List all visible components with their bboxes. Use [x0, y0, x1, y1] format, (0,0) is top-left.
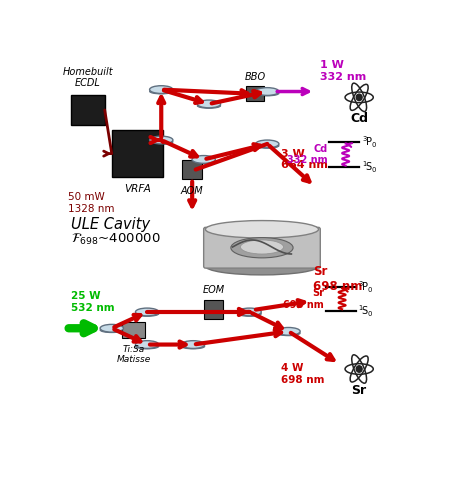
Ellipse shape	[135, 311, 158, 317]
Text: $^3\!$P$_0$: $^3\!$P$_0$	[361, 134, 376, 150]
Ellipse shape	[149, 136, 172, 144]
Text: $^3\!$P$_0$: $^3\!$P$_0$	[358, 279, 373, 294]
Text: AOM: AOM	[181, 186, 203, 196]
Ellipse shape	[197, 100, 220, 108]
Text: Cd: Cd	[349, 112, 367, 125]
Ellipse shape	[100, 328, 123, 333]
Text: Sr: Sr	[351, 384, 366, 397]
Ellipse shape	[255, 88, 278, 95]
Ellipse shape	[149, 139, 172, 144]
Ellipse shape	[181, 341, 204, 348]
Ellipse shape	[255, 143, 278, 148]
FancyBboxPatch shape	[203, 300, 222, 319]
Text: $^1\!$S$_0$: $^1\!$S$_0$	[361, 159, 376, 175]
FancyBboxPatch shape	[71, 95, 105, 124]
Ellipse shape	[205, 258, 318, 275]
Ellipse shape	[149, 89, 172, 94]
Text: BBO: BBO	[244, 72, 265, 82]
Text: 25 W
532 nm: 25 W 532 nm	[71, 291, 115, 312]
Text: Cd
332 nm: Cd 332 nm	[286, 144, 327, 165]
Text: Sr
698 nm: Sr 698 nm	[313, 265, 362, 293]
Ellipse shape	[255, 140, 278, 148]
Ellipse shape	[197, 103, 220, 108]
Circle shape	[355, 94, 361, 101]
Text: $^1\!$S$_0$: $^1\!$S$_0$	[358, 303, 373, 319]
Ellipse shape	[230, 237, 293, 258]
Ellipse shape	[276, 328, 299, 335]
Ellipse shape	[192, 156, 215, 163]
FancyBboxPatch shape	[122, 323, 145, 338]
FancyBboxPatch shape	[203, 227, 319, 268]
Text: Ti:Sa
Matisse: Ti:Sa Matisse	[116, 345, 151, 364]
Ellipse shape	[240, 240, 283, 254]
Text: 3 W
664 nm: 3 W 664 nm	[281, 149, 328, 170]
Text: 50 mW
1328 nm: 50 mW 1328 nm	[67, 193, 114, 214]
Text: ULE Cavity: ULE Cavity	[71, 217, 150, 232]
Ellipse shape	[149, 86, 172, 93]
Text: Sr
698 nm: Sr 698 nm	[283, 288, 323, 309]
Ellipse shape	[135, 341, 158, 348]
FancyBboxPatch shape	[246, 87, 263, 101]
Ellipse shape	[181, 344, 204, 349]
Text: 1 W
332 nm: 1 W 332 nm	[319, 60, 366, 82]
Text: $\mathcal{F}_{698}$~400000: $\mathcal{F}_{698}$~400000	[71, 232, 160, 247]
FancyBboxPatch shape	[182, 160, 202, 179]
Ellipse shape	[238, 308, 261, 316]
Ellipse shape	[276, 331, 299, 336]
Ellipse shape	[192, 159, 215, 164]
Ellipse shape	[255, 91, 278, 96]
Circle shape	[355, 366, 361, 372]
FancyBboxPatch shape	[111, 131, 163, 177]
Ellipse shape	[135, 308, 158, 316]
Text: EOM: EOM	[202, 285, 224, 295]
Ellipse shape	[238, 311, 261, 317]
Text: 4 W
698 nm: 4 W 698 nm	[281, 363, 324, 385]
Text: VRFA: VRFA	[124, 184, 151, 194]
Ellipse shape	[100, 325, 123, 332]
Text: Homebuilt
ECDL: Homebuilt ECDL	[62, 67, 113, 88]
Ellipse shape	[135, 344, 158, 349]
Ellipse shape	[205, 221, 318, 238]
